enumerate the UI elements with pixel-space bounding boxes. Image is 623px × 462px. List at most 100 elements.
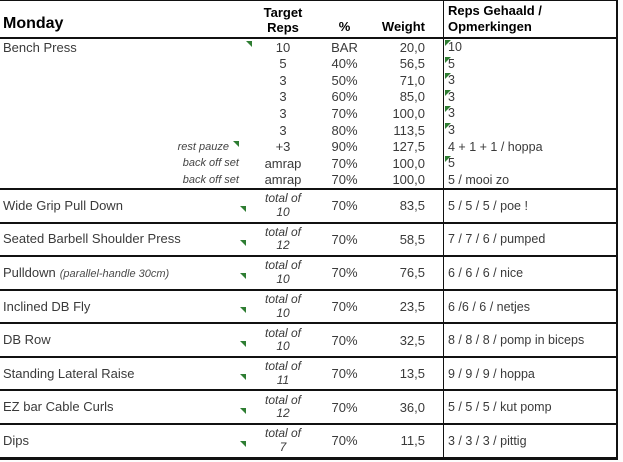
set-label-cell[interactable] [0, 56, 253, 73]
target-reps-cell[interactable]: 3 [279, 105, 287, 121]
target-reps-cell[interactable]: 3 [279, 122, 287, 138]
target-reps-cell[interactable]: total of 7 [240, 427, 313, 454]
weight-cell[interactable]: 100,0 [392, 172, 425, 188]
result-cell[interactable]: 3 / 3 / 3 / pittig [443, 425, 616, 457]
result-cell[interactable]: 5 [443, 55, 616, 73]
result-cell[interactable]: 9 / 9 / 9 / hoppa [443, 357, 616, 390]
percent-cell[interactable]: 70% [331, 299, 358, 314]
percent-cell[interactable]: 70% [331, 433, 358, 449]
target-reps-cell[interactable]: 3 [279, 72, 287, 88]
weight-cell[interactable]: 56,5 [399, 56, 425, 72]
exercise-name-cell[interactable]: Seated Barbell Shoulder Press [0, 230, 253, 248]
target-reps-cell[interactable]: total of 10 [240, 292, 313, 320]
result-cell[interactable]: 6 / 6 / 6 / nice [443, 257, 616, 289]
percent-cell[interactable]: 70% [331, 172, 358, 188]
result-cell[interactable]: 8 / 8 / 8 / pomp in biceps [443, 324, 616, 356]
result-cell[interactable]: 5 [443, 154, 616, 172]
weight-cell[interactable]: 20,0 [399, 39, 425, 55]
target-reps-cell[interactable]: 5 [279, 56, 287, 72]
result-cell[interactable]: 3 [443, 72, 616, 89]
exercise-name-cell[interactable]: Standing Lateral Raise [0, 365, 253, 383]
weight-cell[interactable]: 113,5 [393, 122, 425, 138]
total-value: 10 [276, 305, 290, 320]
result-header-cell[interactable]: Reps Gehaald / Opmerkingen [443, 1, 616, 37]
exercise-name-cell[interactable]: EZ bar Cable Curls [0, 398, 253, 416]
set-label-cell[interactable]: back off set [0, 155, 253, 172]
target-reps-header-cell[interactable]: Target Reps [253, 1, 313, 37]
set-label-cell[interactable]: back off set [0, 171, 253, 188]
result-cell[interactable]: 7 / 7 / 6 / pumped [443, 223, 616, 256]
result-cell[interactable]: 5 / 5 / 5 / kut pomp [443, 391, 616, 424]
percent-cell[interactable]: 70% [331, 332, 358, 348]
weight-cell[interactable]: 100,0 [392, 155, 425, 171]
target-reps-cell[interactable]: total of 10 [240, 259, 313, 286]
weight-cell[interactable]: 71,0 [399, 72, 425, 88]
percent-cell[interactable]: 70% [331, 265, 358, 281]
result-cell[interactable]: 10 [443, 39, 616, 56]
header-row: Monday Target Reps % Weight Reps Gehaald… [0, 1, 616, 39]
target-reps-cell[interactable]: 10 [275, 39, 291, 55]
weight-cell[interactable]: 76,5 [399, 265, 425, 281]
weight-cell[interactable]: 127,5 [392, 139, 425, 155]
exercise-name: Bench Press [3, 40, 77, 55]
exercise-name: Wide Grip Pull Down [3, 197, 123, 213]
target-reps-cell[interactable]: total of 10 [240, 326, 313, 354]
comment-indicator-icon [240, 273, 246, 280]
weight-cell[interactable]: 32,5 [399, 332, 425, 348]
target-reps-cell[interactable]: amrap [264, 155, 302, 171]
exercise-name-cell[interactable]: Bench Press [0, 39, 253, 56]
result-cell[interactable]: 6 /6 / 6 / netjes [443, 290, 616, 323]
comment-indicator-icon [445, 56, 451, 63]
exercise-name-cell[interactable]: Inclined DB Fly [0, 298, 253, 316]
target-reps-cell[interactable]: amrap [264, 172, 302, 188]
set-label-cell[interactable] [0, 105, 253, 122]
target-reps-cell[interactable]: +3 [275, 139, 291, 155]
percent-cell[interactable]: 70% [331, 155, 358, 171]
result-header-line2: Opmerkingen [448, 19, 532, 34]
percent-header-cell[interactable]: % [313, 1, 376, 37]
result-cell[interactable]: 3 [443, 105, 616, 122]
percent-cell[interactable]: 90% [331, 139, 358, 155]
target-reps-cell[interactable]: total of 10 [240, 192, 313, 219]
percent-cell[interactable]: 70% [331, 198, 358, 214]
weight-cell[interactable]: 85,0 [399, 89, 425, 105]
target-reps-cell[interactable]: total of 12 [240, 393, 313, 421]
weight-cell[interactable]: 83,5 [399, 198, 425, 214]
result-cell[interactable]: 5 / 5 / 5 / poe ! [443, 189, 616, 222]
percent-cell[interactable]: BAR [331, 39, 358, 55]
set-label-cell[interactable] [0, 122, 253, 139]
result-cell[interactable]: 3 [443, 121, 616, 139]
target-reps-cell[interactable]: total of 11 [240, 360, 313, 387]
target-reps-cell[interactable]: 3 [279, 89, 287, 105]
percent-cell[interactable]: 70% [331, 231, 358, 247]
target-reps-cell[interactable]: total of 12 [240, 225, 313, 253]
result-cell[interactable]: 5 / mooi zo [443, 171, 616, 188]
set-label-cell[interactable] [0, 72, 253, 89]
weight-cell[interactable]: 11,5 [400, 433, 425, 449]
percent-cell[interactable]: 70% [331, 105, 358, 121]
percent-cell[interactable]: 50% [331, 72, 358, 88]
weight-cell[interactable]: 36,0 [399, 399, 425, 415]
exercise-row: Inclined DB Fly total of 10 70% 23,5 6 /… [0, 290, 616, 325]
weight-cell[interactable]: 58,5 [399, 231, 425, 247]
weight-cell[interactable]: 100,0 [392, 105, 425, 121]
set-label-cell[interactable]: rest pauze [0, 138, 253, 155]
percent-cell[interactable]: 60% [331, 89, 358, 105]
exercise-name-cell[interactable]: DB Row [0, 331, 253, 349]
percent-cell[interactable]: 70% [331, 366, 358, 382]
percent-cell[interactable]: 40% [331, 56, 358, 72]
total-value: 12 [276, 406, 290, 421]
exercise-name-cell[interactable]: Dips [0, 432, 253, 450]
result-cell[interactable]: 4 + 1 + 1 / hoppa [443, 138, 616, 155]
percent-cell[interactable]: 70% [331, 399, 358, 415]
weight-cell[interactable]: 23,5 [399, 299, 425, 314]
percent-cell[interactable]: 80% [331, 122, 358, 138]
set-label-cell[interactable] [0, 89, 253, 106]
exercise-name-cell[interactable]: Pulldown (parallel-handle 30cm) [0, 264, 253, 282]
result-cell[interactable]: 3 [443, 88, 616, 106]
exercise-name-cell[interactable]: Wide Grip Pull Down [0, 197, 253, 215]
day-header-cell[interactable]: Monday [0, 1, 253, 37]
exercise-row: Dips total of 7 70% 11,5 3 / 3 / 3 / pit… [0, 425, 616, 457]
weight-header-cell[interactable]: Weight [376, 1, 428, 37]
weight-cell[interactable]: 13,5 [399, 366, 425, 382]
